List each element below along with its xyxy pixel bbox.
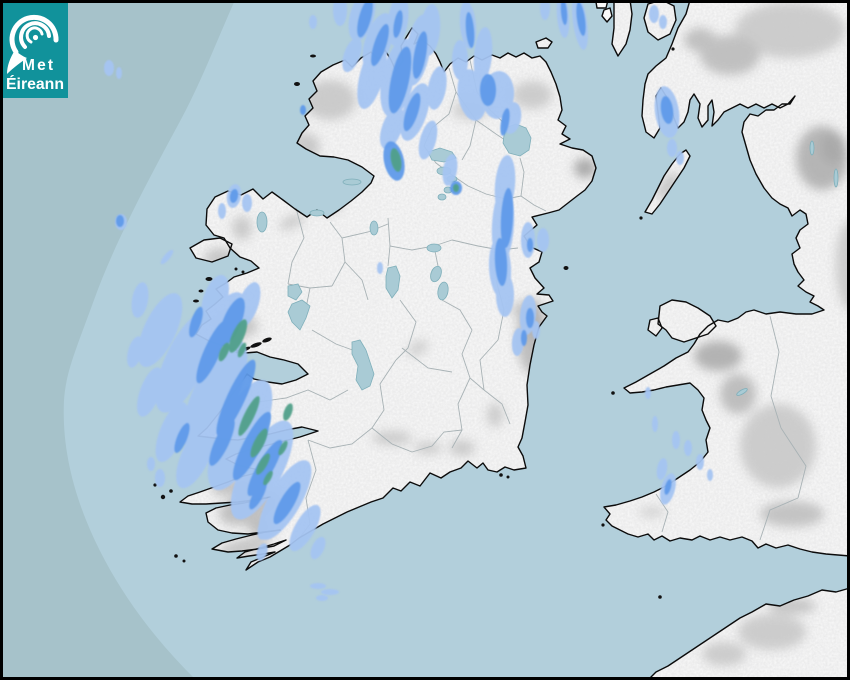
rain-layer-heavy — [218, 148, 459, 486]
lakes-layer — [256, 123, 839, 396]
ailsa-craig — [671, 47, 675, 51]
logo-text-eireann: Éireann — [6, 76, 64, 93]
logo-text-met: Met — [22, 57, 53, 74]
lough-derg — [351, 339, 375, 391]
lough-corrib — [287, 299, 311, 331]
lough-mask — [287, 283, 303, 301]
cyclone-swirl-icon — [7, 14, 59, 74]
lundy-island — [658, 595, 662, 599]
bardsey-island — [611, 391, 615, 395]
met-eireann-logo: Met Éireann — [3, 3, 68, 98]
lough-conn — [256, 211, 268, 233]
lough-ree — [385, 265, 401, 299]
lambay-island — [563, 266, 569, 270]
